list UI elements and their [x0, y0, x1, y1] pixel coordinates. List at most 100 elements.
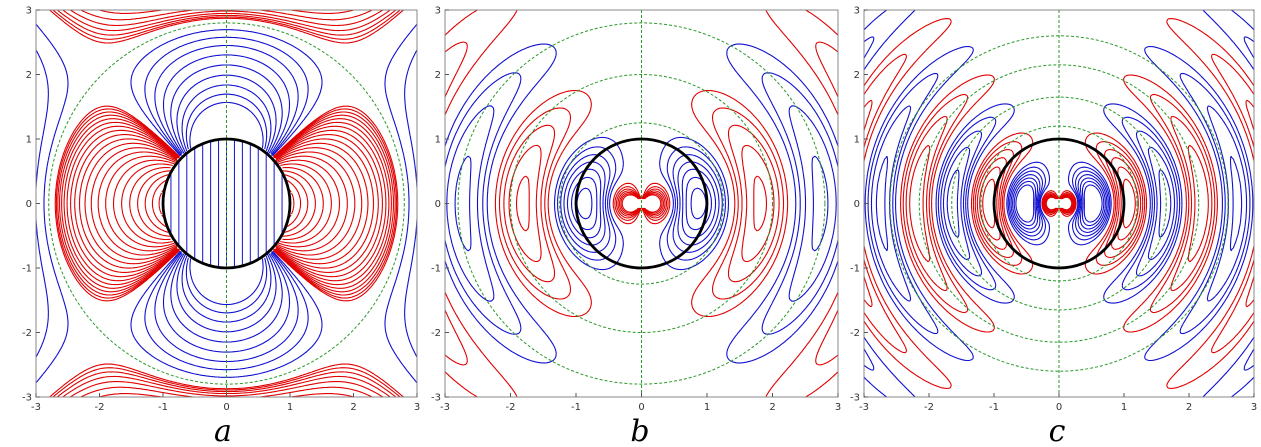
panel-b: -3-3 -2 -2 -1 -1 0 0 1 1 2 2 3 3 b	[431, 6, 841, 447]
negative-contour	[946, 169, 1172, 238]
panel-label: c	[1049, 414, 1066, 447]
negative-contour	[864, 36, 1254, 371]
x-tick-label: -3	[31, 402, 41, 413]
negative-contour	[162, 54, 291, 353]
positive-contour	[445, 41, 838, 366]
y-tick-label: -3	[22, 393, 32, 404]
positive-contour	[49, 10, 404, 397]
contour-field	[445, 10, 838, 397]
x-tick-label: 3	[1251, 402, 1257, 413]
positive-contour	[90, 147, 363, 260]
negative-contour	[864, 10, 1254, 397]
positive-contour	[84, 142, 369, 265]
positive-contour	[621, 194, 662, 213]
x-tick-label: 2	[350, 402, 356, 413]
y-tick-label: -2	[850, 328, 860, 339]
negative-contour	[170, 64, 283, 343]
positive-contour	[105, 155, 348, 252]
cylinder-boundary	[992, 137, 1126, 270]
positive-contour	[864, 53, 1254, 354]
negative-contour	[875, 146, 1243, 261]
contour-field	[36, 10, 417, 397]
y-tick-label: 0	[854, 199, 860, 210]
panel-c: -3-3 -2 -2 -1 -1 0 0 1 1 2 2 3 3 c	[850, 6, 1257, 447]
y-tick-label: -1	[850, 264, 860, 275]
negative-contour	[189, 101, 264, 306]
negative-contour	[870, 105, 1248, 302]
x-tick-label: -1	[989, 402, 999, 413]
y-tick-label: 1	[854, 135, 860, 146]
x-tick-label: 0	[223, 402, 229, 413]
x-tick-label: -3	[859, 402, 869, 413]
y-tick-label: 2	[435, 70, 441, 81]
negative-contour	[1013, 180, 1105, 227]
positive-contour	[78, 138, 375, 269]
contour-field	[864, 10, 1254, 397]
y-tick-label: -3	[850, 393, 860, 404]
negative-contour	[445, 72, 838, 335]
positive-contour	[909, 144, 1209, 263]
x-tick-label: -2	[95, 402, 105, 413]
x-tick-label: -2	[924, 402, 934, 413]
nodal-circle	[918, 64, 1200, 343]
x-tick-label: 2	[769, 402, 775, 413]
x-tick-label: -2	[506, 402, 516, 413]
x-tick-label: 1	[287, 402, 293, 413]
y-tick-label: 1	[435, 135, 441, 146]
y-tick-label: 3	[435, 6, 441, 17]
x-tick-label: 3	[414, 402, 420, 413]
y-tick-label: -3	[431, 393, 441, 404]
cylinder-boundary	[574, 137, 709, 270]
cylinder-boundary	[161, 137, 292, 270]
negative-contour	[181, 84, 272, 323]
negative-contour	[36, 36, 417, 371]
y-tick-label: 3	[26, 6, 32, 17]
positive-contour	[74, 134, 379, 273]
x-tick-label: -1	[571, 402, 581, 413]
positive-contour	[121, 163, 332, 244]
y-tick-label: -1	[22, 264, 32, 275]
negative-contour	[154, 44, 299, 363]
nodal-circle	[510, 74, 773, 333]
negative-contour	[176, 74, 277, 333]
negative-contour	[36, 23, 417, 384]
positive-contour	[137, 170, 316, 237]
x-tick-label: 0	[1056, 402, 1062, 413]
negative-contour	[566, 168, 717, 239]
y-tick-label: 0	[435, 199, 441, 210]
positive-contour	[445, 10, 838, 397]
y-tick-label: -1	[431, 264, 441, 275]
positive-contour	[63, 10, 390, 397]
x-tick-label: 2	[1186, 402, 1192, 413]
positive-contour	[129, 166, 324, 241]
x-tick-label: 3	[835, 402, 841, 413]
x-tick-label: -1	[158, 402, 168, 413]
y-tick-label: 2	[26, 70, 32, 81]
nodal-circle	[889, 35, 1229, 372]
x-tick-label: 0	[638, 402, 644, 413]
x-tick-label: 1	[1121, 402, 1127, 413]
y-tick-label: 3	[854, 6, 860, 17]
panel-label: b	[630, 414, 649, 447]
y-tick-label: -2	[431, 328, 441, 339]
positive-contour	[112, 159, 341, 248]
y-tick-label: 2	[854, 70, 860, 81]
y-tick-label: 0	[26, 199, 32, 210]
positive-contour	[1045, 196, 1073, 211]
positive-contour	[70, 129, 383, 278]
y-tick-label: -2	[22, 328, 32, 339]
positive-contour	[97, 151, 356, 256]
plot-area	[864, 10, 1254, 397]
x-tick-label: 1	[704, 402, 710, 413]
panel-a: -3-3 -2 -2 -1 -1 0 0 1 1 2 2 3 3 a	[22, 6, 420, 447]
nodal-circle	[48, 22, 405, 385]
y-tick-label: 1	[26, 135, 32, 146]
panel-label: a	[214, 414, 232, 447]
negative-contour	[445, 43, 838, 364]
positive-contour	[144, 174, 309, 233]
negative-contour	[1015, 184, 1103, 223]
negative-contour	[454, 155, 829, 252]
negative-contour	[185, 93, 268, 314]
positive-contour	[864, 99, 1254, 308]
x-tick-label: -3	[440, 402, 450, 413]
